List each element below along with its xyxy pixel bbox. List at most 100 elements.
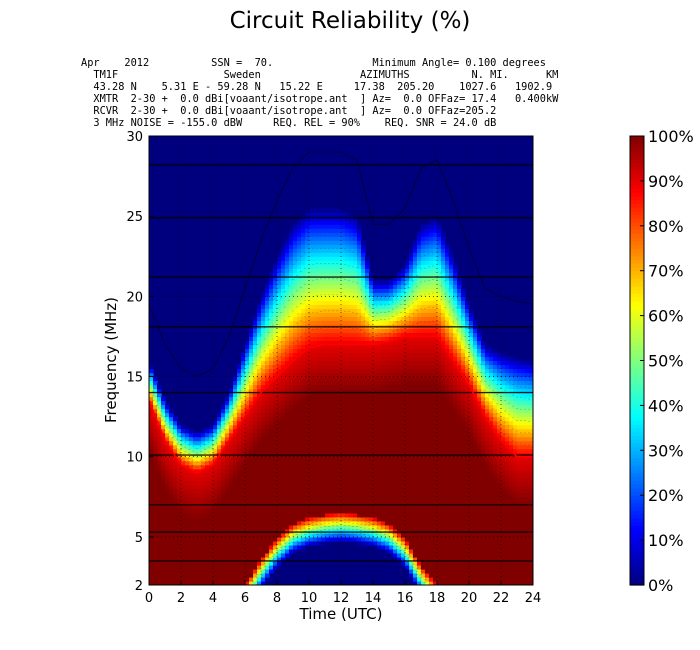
heat-cell xyxy=(221,476,226,482)
heat-cell xyxy=(357,472,362,478)
heat-cell xyxy=(417,368,422,374)
heat-cell xyxy=(225,460,230,466)
heat-cell xyxy=(317,440,322,446)
heat-cell xyxy=(345,316,350,322)
heat-cell xyxy=(297,248,302,253)
heat-cell xyxy=(329,516,334,522)
heat-cell xyxy=(313,332,318,338)
heat-cell xyxy=(177,436,182,442)
heat-cell xyxy=(289,456,294,462)
heat-cell xyxy=(313,420,318,426)
heat-cell xyxy=(429,264,434,269)
heat-cell xyxy=(321,476,326,482)
heat-cell xyxy=(325,444,330,450)
heat-cell xyxy=(369,500,374,506)
heat-cell xyxy=(281,340,286,346)
heat-cell xyxy=(225,448,230,454)
heat-cell xyxy=(337,292,342,297)
heat-cell xyxy=(277,508,282,514)
heat-cell xyxy=(161,436,166,442)
heat-cell xyxy=(381,308,386,313)
heat-cell xyxy=(393,340,398,346)
heat-cell xyxy=(209,560,214,566)
heat-cell xyxy=(249,444,254,450)
heat-cell xyxy=(401,392,406,398)
heat-cell xyxy=(429,392,434,398)
heat-cell xyxy=(413,508,418,514)
heat-cell xyxy=(413,316,418,322)
heat-cell xyxy=(269,540,274,546)
heat-cell xyxy=(329,504,334,510)
heat-cell xyxy=(361,484,366,490)
heat-cell xyxy=(301,472,306,478)
heat-cell xyxy=(345,460,350,466)
heat-cell xyxy=(333,336,338,342)
heat-cell xyxy=(305,384,310,390)
heat-cell xyxy=(429,440,434,446)
heat-cell xyxy=(369,384,374,390)
heat-cell xyxy=(253,392,258,398)
heat-cell xyxy=(229,432,234,438)
heat-cell xyxy=(389,444,394,450)
heat-cell xyxy=(157,500,162,506)
heat-cell xyxy=(329,356,334,362)
heat-cell xyxy=(213,492,218,498)
heat-cell xyxy=(341,444,346,450)
heat-cell xyxy=(297,512,302,518)
heat-cell xyxy=(377,308,382,313)
heat-cell xyxy=(157,572,162,578)
heat-cell xyxy=(233,560,238,566)
heat-cell xyxy=(269,532,274,538)
heat-cell xyxy=(185,480,190,486)
heat-cell xyxy=(309,232,314,237)
heat-cell xyxy=(185,428,190,434)
heat-cell xyxy=(205,448,210,454)
heat-cell xyxy=(345,344,350,350)
heat-cell xyxy=(289,240,294,245)
heat-cell xyxy=(393,364,398,370)
heat-cell xyxy=(261,500,266,506)
heat-cell xyxy=(353,268,358,273)
heat-cell xyxy=(429,552,434,558)
heat-cell xyxy=(361,312,366,317)
heat-cell xyxy=(381,516,386,522)
heat-cell xyxy=(193,448,198,454)
heat-cell xyxy=(393,512,398,518)
heat-cell xyxy=(321,448,326,454)
heat-cell xyxy=(273,344,278,350)
heat-cell xyxy=(153,488,158,494)
heat-cell xyxy=(333,512,338,518)
heat-cell xyxy=(313,340,318,346)
heat-cell xyxy=(345,264,350,269)
heat-cell xyxy=(345,328,350,334)
heat-cell xyxy=(417,280,422,285)
heat-cell xyxy=(201,552,206,558)
heat-cell xyxy=(385,400,390,406)
heat-cell xyxy=(381,328,386,334)
heat-cell xyxy=(349,352,354,358)
heat-cell xyxy=(169,440,174,446)
heat-cell xyxy=(353,500,358,506)
heat-cell xyxy=(341,380,346,386)
heat-cell xyxy=(213,436,218,442)
heat-cell xyxy=(289,420,294,426)
heat-cell xyxy=(433,540,438,546)
heat-cell xyxy=(165,428,170,434)
heat-cell xyxy=(425,508,430,514)
heat-cell xyxy=(305,252,310,257)
heat-cell xyxy=(361,432,366,438)
heat-cell xyxy=(429,304,434,309)
heat-cell xyxy=(233,572,238,578)
heat-cell xyxy=(249,468,254,474)
heat-cell xyxy=(261,464,266,470)
heat-cell xyxy=(157,416,162,422)
heat-cell xyxy=(249,480,254,486)
heat-cell xyxy=(361,344,366,350)
heat-cell xyxy=(401,376,406,382)
heat-cell xyxy=(317,392,322,398)
heat-cell xyxy=(337,356,342,362)
heat-cell xyxy=(433,512,438,518)
heat-cell xyxy=(361,448,366,454)
heat-cell xyxy=(289,484,294,490)
heat-cell xyxy=(217,552,222,558)
